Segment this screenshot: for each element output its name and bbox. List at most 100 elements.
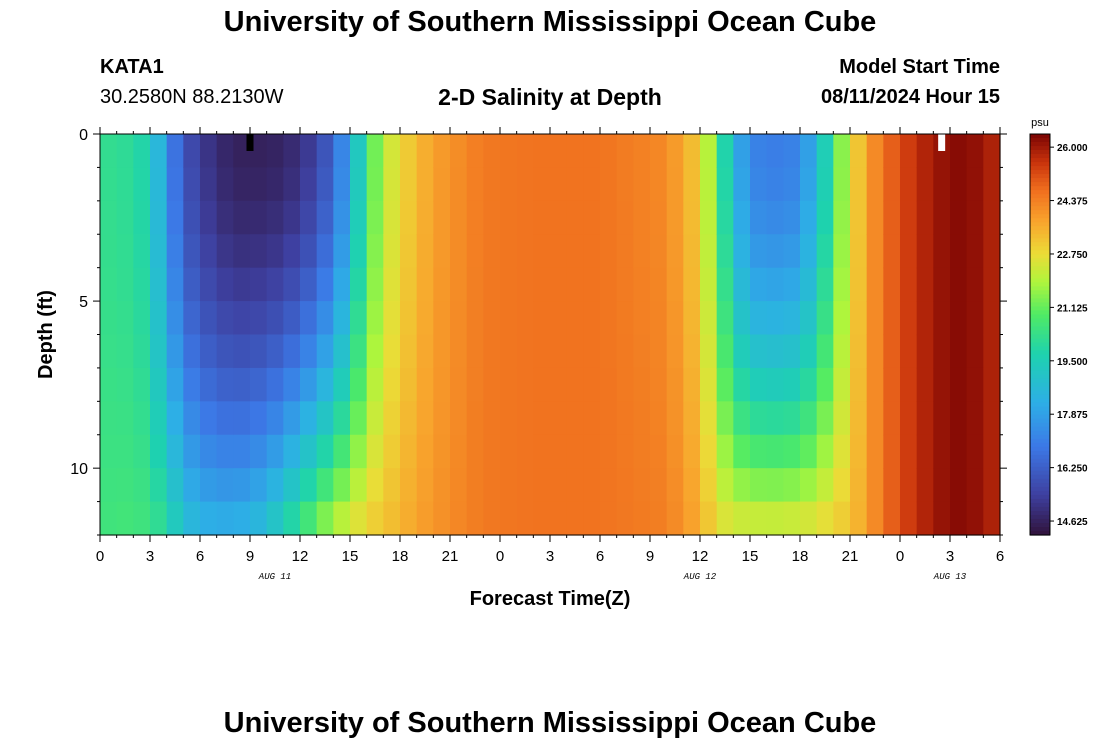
heatmap-cell bbox=[833, 234, 851, 269]
heatmap-cell bbox=[850, 367, 868, 402]
heatmap-cell bbox=[850, 200, 868, 235]
heatmap-cell bbox=[450, 401, 468, 436]
heatmap-cell bbox=[266, 334, 284, 369]
heatmap-cell bbox=[933, 401, 951, 436]
heatmap-cell bbox=[616, 401, 634, 436]
colorbar-segment bbox=[1030, 318, 1050, 324]
heatmap-cell bbox=[100, 234, 118, 269]
heatmap-cell bbox=[666, 200, 684, 235]
heatmap-cell bbox=[950, 301, 968, 336]
heatmap-cell bbox=[316, 468, 334, 503]
colorbar-segment bbox=[1030, 202, 1050, 207]
heatmap-cell bbox=[883, 401, 901, 436]
heatmap-cell bbox=[116, 134, 134, 169]
heatmap-cell bbox=[483, 334, 501, 369]
colorbar-segment bbox=[1030, 474, 1050, 480]
heatmap-cell bbox=[866, 200, 884, 235]
heatmap-cell bbox=[816, 401, 834, 436]
heatmap-cell bbox=[733, 434, 751, 469]
heatmap-cell bbox=[650, 200, 668, 235]
heatmap-cell bbox=[633, 401, 651, 436]
heatmap-cell bbox=[983, 301, 1001, 336]
heatmap-cell bbox=[833, 167, 851, 202]
colorbar-segment bbox=[1030, 282, 1050, 287]
model-start-value: 08/11/2024 Hour 15 bbox=[820, 86, 1000, 108]
heatmap-cell bbox=[450, 234, 468, 269]
colorbar-tick-label: 22.750 bbox=[1057, 250, 1088, 261]
heatmap-cell bbox=[966, 401, 984, 436]
heatmap-cell bbox=[366, 401, 384, 436]
heatmap-cell bbox=[416, 401, 434, 436]
heatmap-cell bbox=[666, 501, 684, 536]
x-tick-label: 18 bbox=[392, 548, 409, 565]
heatmap-cell bbox=[600, 134, 618, 169]
colorbar-segment bbox=[1030, 526, 1050, 532]
heatmap-cell bbox=[900, 134, 918, 169]
heatmap-cell bbox=[150, 334, 168, 369]
heatmap-cell bbox=[633, 267, 651, 302]
heatmap-cell bbox=[133, 134, 151, 169]
heatmap-cell bbox=[733, 501, 751, 536]
heatmap-cell bbox=[866, 267, 884, 302]
heatmap-cell bbox=[950, 234, 968, 269]
heatmap-cell bbox=[466, 401, 484, 436]
heatmap-cell bbox=[300, 200, 318, 235]
heatmap-cell bbox=[883, 501, 901, 536]
heatmap-cell bbox=[950, 200, 968, 235]
heatmap-cell bbox=[333, 301, 351, 336]
heatmap-cell bbox=[316, 501, 334, 536]
heatmap-cell bbox=[850, 434, 868, 469]
heatmap-cell bbox=[783, 468, 801, 503]
heatmap-cell bbox=[466, 367, 484, 402]
heatmap-cell bbox=[300, 167, 318, 202]
colorbar-segment bbox=[1030, 374, 1050, 380]
colorbar-segment bbox=[1030, 426, 1050, 432]
heatmap-cell bbox=[516, 434, 534, 469]
heatmap-cell bbox=[850, 134, 868, 169]
colorbar-segment bbox=[1030, 170, 1050, 175]
heatmap-cell bbox=[433, 501, 451, 536]
colorbar-segment bbox=[1030, 418, 1050, 424]
heatmap-cell bbox=[316, 367, 334, 402]
colorbar-segment bbox=[1030, 186, 1050, 191]
heatmap-cell bbox=[550, 334, 568, 369]
heatmap-cell bbox=[633, 134, 651, 169]
heatmap-cell bbox=[716, 234, 734, 269]
heatmap-cell bbox=[900, 434, 918, 469]
colorbar-segment bbox=[1030, 410, 1050, 416]
heatmap-cell bbox=[800, 301, 818, 336]
heatmap-cell bbox=[733, 234, 751, 269]
heatmap-cell bbox=[316, 401, 334, 436]
colorbar-segment bbox=[1030, 386, 1050, 392]
heatmap-cell bbox=[433, 200, 451, 235]
heatmap-cell bbox=[233, 401, 251, 436]
x-tick-label: 18 bbox=[792, 548, 809, 565]
heatmap-cell bbox=[250, 367, 268, 402]
heatmap-cell bbox=[300, 401, 318, 436]
heatmap-cell bbox=[833, 501, 851, 536]
colorbar-segment bbox=[1030, 402, 1050, 408]
heatmap-cell bbox=[700, 434, 718, 469]
heatmap-cell bbox=[566, 234, 584, 269]
heatmap-cell bbox=[766, 468, 784, 503]
heatmap-cell bbox=[966, 267, 984, 302]
colorbar-segment bbox=[1030, 134, 1050, 139]
heatmap-cell bbox=[783, 167, 801, 202]
heatmap-cell bbox=[466, 167, 484, 202]
heatmap-cell bbox=[300, 501, 318, 536]
x-tick-label: 12 bbox=[292, 548, 309, 565]
heatmap-cell bbox=[233, 434, 251, 469]
heatmap-cell bbox=[833, 134, 851, 169]
heatmap-cell bbox=[983, 501, 1001, 536]
heatmap-cell bbox=[733, 401, 751, 436]
date-label: AUG 11 bbox=[258, 572, 291, 582]
heatmap-cell bbox=[550, 134, 568, 169]
heatmap-cell bbox=[916, 434, 934, 469]
heatmap-cell bbox=[366, 301, 384, 336]
heatmap-cell bbox=[500, 301, 518, 336]
heatmap-cell bbox=[666, 267, 684, 302]
heatmap-cell bbox=[600, 367, 618, 402]
heatmap-cell bbox=[616, 134, 634, 169]
heatmap-cell bbox=[116, 301, 134, 336]
heatmap-cell bbox=[683, 401, 701, 436]
